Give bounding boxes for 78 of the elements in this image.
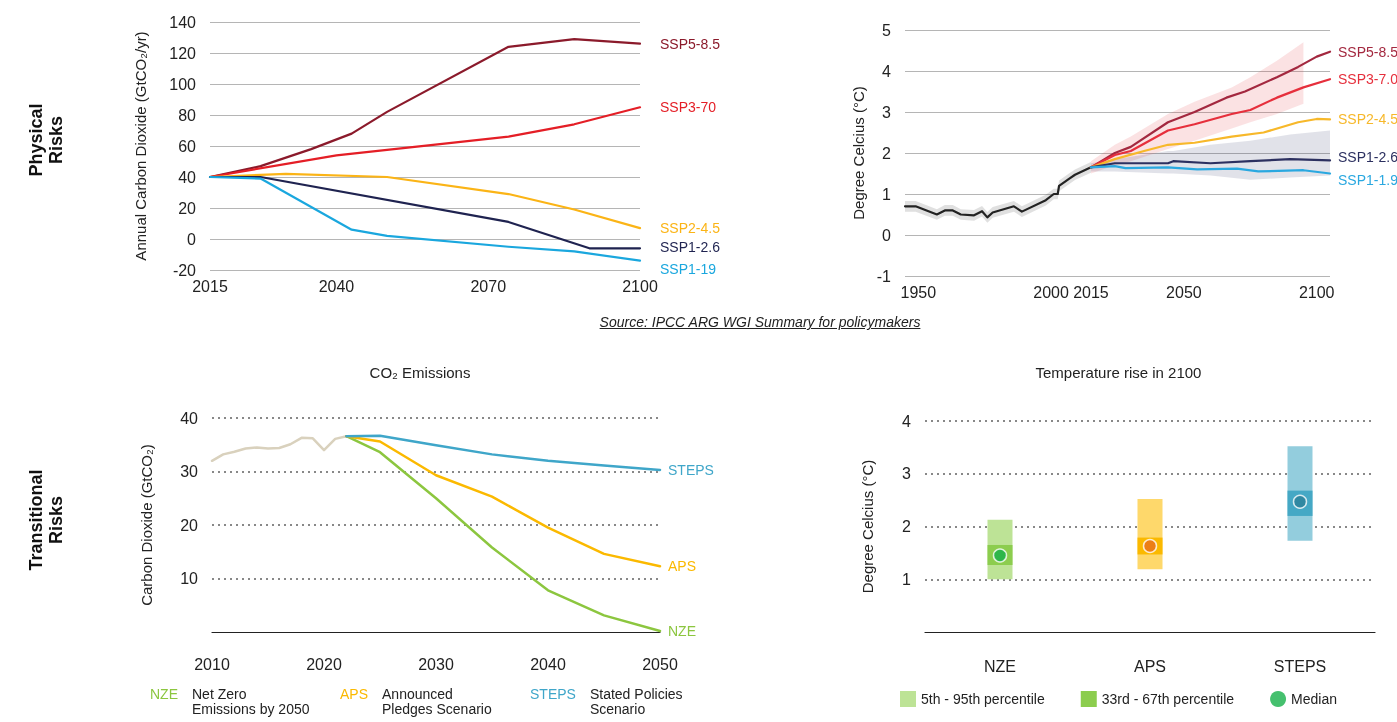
text: Transitional Risks — [26, 468, 67, 573]
text: Stated Policies Scenario — [589, 686, 684, 717]
legend-label: 5th - 95th percentile — [921, 691, 1045, 707]
y-tick-label: 4 — [882, 62, 892, 80]
y-tick-label: 60 — [178, 137, 197, 155]
legend-label: 33rd - 67th percentile — [1101, 691, 1235, 707]
y-tick-label: 80 — [178, 106, 197, 124]
y-tick-label: 3 — [882, 103, 892, 121]
y-tick-label: 20 — [178, 199, 197, 217]
series-label: SSP1-19 — [660, 260, 717, 277]
y-tick-label: 1 — [902, 570, 912, 588]
y-tick-label: -20 — [172, 261, 197, 279]
line-series — [1089, 78, 1332, 169]
series-label: SSP2-4.5 — [1338, 111, 1397, 128]
y-axis-title: Degree Celcius (°C) — [849, 86, 867, 220]
x-tick-label: 2020 — [306, 655, 342, 673]
series-label: SSP5-8.5 — [660, 35, 721, 52]
text: APS — [340, 686, 369, 702]
x-tick-label: 2010 — [194, 655, 230, 673]
y-tick-label: -1 — [876, 267, 892, 285]
x-tick-label: 2015 — [192, 277, 228, 295]
series-label: SSP3-70 — [660, 99, 717, 116]
series-label: SSP1-2.6 — [1338, 149, 1397, 166]
x-tick-label: 2050 — [1166, 283, 1202, 301]
x-tick-label: 2015 — [1073, 283, 1109, 301]
series-label: SSP1-2.6 — [660, 239, 721, 256]
y-axis-title: Annual Carbon Dioxide (GtCO₂/yr) — [132, 31, 149, 261]
x-tick-label: 2100 — [622, 277, 658, 295]
text: Net Zero Emissions by 2050 — [192, 686, 311, 717]
x-tick-label: 2040 — [318, 277, 355, 295]
y-tick-label: 2 — [882, 144, 892, 162]
line-series — [345, 434, 662, 568]
series-label: SSP2-4.5 — [660, 220, 721, 237]
line-series — [1089, 165, 1332, 175]
y-tick-label: 100 — [169, 75, 197, 93]
line-series — [345, 434, 662, 472]
y-tick-label: 40 — [178, 168, 197, 186]
text: Announced Pledges Scenario — [382, 686, 493, 717]
series-label: SSP5-8.5 — [1338, 43, 1397, 60]
y-axis-title: Carbon Dioxide (GtCO₂) — [138, 444, 155, 606]
text: NZE — [150, 686, 178, 702]
x-tick-label: 2030 — [418, 655, 454, 673]
y-tick-label: 3 — [902, 465, 912, 483]
line-series — [210, 434, 348, 463]
x-tick-label: 2040 — [530, 655, 566, 673]
legend-label: Median — [1291, 691, 1337, 707]
y-tick-label: 0 — [882, 226, 892, 244]
x-tick-label: STEPS — [1273, 657, 1327, 675]
series-label: APS — [668, 558, 697, 575]
chart-title: CO₂ Emissions — [369, 364, 471, 381]
series-label: SSP3-7.0 — [1338, 71, 1397, 88]
y-tick-label: 2 — [902, 518, 912, 535]
y-tick-label: 4 — [902, 412, 912, 430]
series-label: STEPS — [668, 461, 714, 478]
x-tick-label: NZE — [984, 657, 1016, 675]
series-label: NZE — [668, 622, 696, 639]
y-tick-label: 1 — [882, 185, 892, 203]
x-tick-label: 2070 — [470, 277, 507, 295]
x-tick-label: 2050 — [642, 655, 678, 673]
x-tick-label: 1950 — [900, 283, 937, 301]
y-tick-label: 0 — [187, 230, 197, 248]
series-label: SSP1-1.9 — [1338, 171, 1397, 188]
y-tick-label: 120 — [169, 44, 197, 62]
x-tick-label: APS — [1133, 657, 1167, 675]
x-tick-label: 2100 — [1298, 283, 1335, 301]
y-tick-label: 20 — [180, 516, 199, 534]
y-tick-label: 30 — [180, 463, 199, 480]
line-series — [345, 434, 662, 633]
text: Physical Risks — [26, 102, 67, 179]
y-tick-label: 5 — [882, 21, 892, 39]
y-axis-title: Degree Celcius (°C) — [859, 459, 876, 594]
text: STEPS — [530, 686, 576, 702]
x-tick-label: 2000 — [1033, 283, 1069, 301]
chart-title: Temperature rise in 2100 — [1035, 364, 1202, 381]
y-tick-label: 10 — [180, 570, 199, 587]
y-tick-label: 40 — [180, 409, 199, 427]
y-tick-label: 140 — [169, 13, 197, 31]
source-note: Source: IPCC ARG WGI Summary for policymakers — [598, 314, 922, 330]
